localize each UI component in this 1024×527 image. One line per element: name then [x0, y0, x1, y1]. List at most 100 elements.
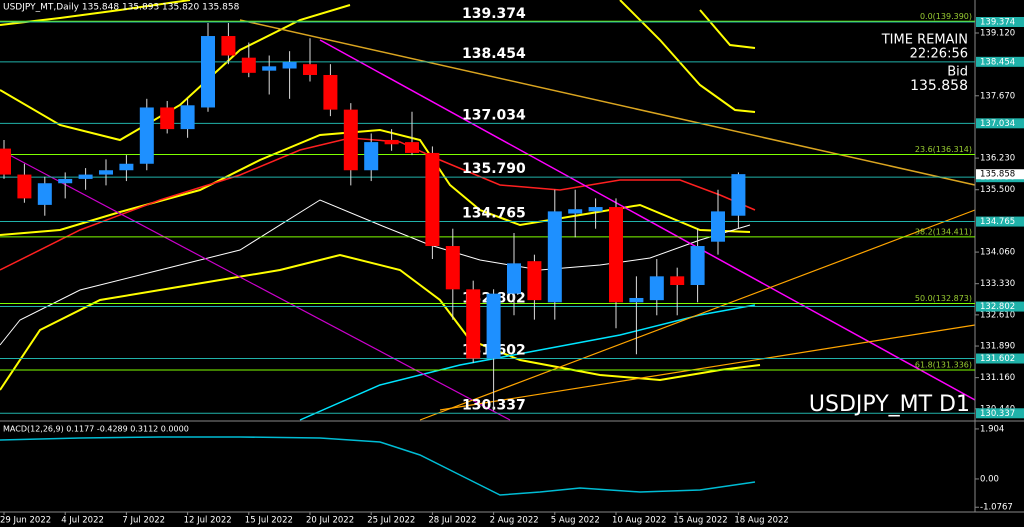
- candle-body: [649, 276, 664, 301]
- candle-body: [425, 152, 440, 247]
- candle-body: [37, 183, 52, 205]
- x-tick-label: 25 Jul 2022: [367, 516, 415, 526]
- candle-body: [547, 211, 562, 303]
- candle-body: [629, 297, 644, 303]
- macd-line: [0, 436, 756, 496]
- level-label: 138.454: [462, 46, 526, 62]
- level-tag-label: 132.802: [980, 302, 1015, 312]
- candle-body: [466, 289, 481, 359]
- candle-body: [282, 62, 297, 69]
- y-tick-label: 131.160: [980, 373, 1015, 383]
- band-upper: [619, 0, 756, 113]
- candle-body: [690, 246, 705, 285]
- candle-body: [343, 109, 358, 171]
- timer-value: 22:26:56: [910, 47, 968, 62]
- candle-body: [588, 207, 603, 212]
- level-tag: [976, 56, 1024, 67]
- y-tick-label: 131.890: [980, 342, 1015, 352]
- level-label: 135.790: [462, 161, 526, 177]
- y-tick-label: 134.060: [980, 248, 1015, 258]
- fib-label: 61.8(131.336): [915, 361, 972, 370]
- fib-label: 50.0(132.873): [915, 294, 972, 303]
- level-tag: [976, 16, 1024, 27]
- candle-body: [303, 64, 317, 75]
- fib-label: 23.6(136.314): [915, 145, 972, 154]
- y-tick-label: 133.330: [980, 279, 1015, 289]
- level-tag: [976, 216, 1024, 227]
- band-middle: [0, 4, 351, 142]
- candle-body: [364, 142, 379, 171]
- trendline: [319, 39, 976, 401]
- x-tick-label: 15 Aug 2022: [673, 516, 727, 526]
- candle-body: [201, 36, 215, 108]
- symbol-info: USDJPY_MT,Daily 135.848 135.893 135.820 …: [3, 3, 240, 13]
- candle-body: [445, 246, 460, 290]
- x-tick-label: 4 Jul 2022: [61, 516, 104, 526]
- x-tick-label: 2 Aug 2022: [490, 516, 539, 526]
- candle-body: [262, 66, 277, 71]
- level-tag-label: 134.765: [980, 217, 1015, 227]
- candle-body: [507, 263, 521, 294]
- x-tick-label: 12 Jul 2022: [184, 516, 232, 526]
- level-tag-label: 138.454: [980, 57, 1015, 67]
- candle-body: [17, 174, 32, 199]
- y-tick-label: 135.500: [980, 185, 1015, 195]
- x-tick-label: 15 Jul 2022: [245, 516, 293, 526]
- x-tick-label: 7 Jul 2022: [122, 516, 165, 526]
- x-tick-label: 29 Jun 2022: [0, 516, 51, 526]
- level-tag-label: 137.034: [980, 119, 1015, 129]
- trendline: [439, 324, 976, 411]
- y-tick-label: -1.0767: [980, 503, 1013, 513]
- y-tick-label: 136.230: [980, 154, 1015, 164]
- level-tag: [976, 408, 1024, 419]
- candle-body: [486, 293, 501, 359]
- y-tick-label: 137.670: [980, 91, 1015, 101]
- candle-body: [58, 178, 73, 184]
- y-tick-label: 0.00: [980, 474, 999, 484]
- moving-average: [299, 304, 756, 421]
- bid-label: Bid: [947, 65, 968, 80]
- candle-body: [670, 276, 685, 285]
- bid-tag-label: 135.858: [980, 170, 1015, 180]
- bid-value: 135.858: [910, 78, 968, 94]
- y-tick-label: 1.904: [980, 424, 1004, 434]
- candle-body: [568, 209, 583, 214]
- candle-body: [119, 163, 134, 171]
- level-tag-label: 131.602: [980, 354, 1015, 364]
- candle-body: [221, 36, 236, 56]
- y-tick-label: 132.610: [980, 310, 1015, 320]
- candle-body: [731, 174, 746, 216]
- x-tick-label: 28 Jul 2022: [428, 516, 476, 526]
- candle-body: [139, 107, 154, 164]
- candle-body: [609, 207, 623, 303]
- bid-tag: [976, 169, 1024, 180]
- candle-body: [241, 57, 256, 73]
- trendline: [0, 149, 511, 421]
- x-tick-label: 10 Aug 2022: [612, 516, 666, 526]
- level-tag-label: 139.374: [980, 17, 1015, 27]
- level-tag-label: 130.337: [980, 409, 1015, 419]
- candle-body: [323, 74, 338, 110]
- level-label: 134.765: [462, 206, 526, 222]
- watermark: USDJPY_MT D1: [809, 392, 970, 417]
- level-tag: [976, 301, 1024, 312]
- fib-label: 0.0(139.390): [920, 12, 972, 21]
- candle-body: [78, 174, 93, 179]
- macd-label: MACD(12,26,9) 0.1177 -0.4289 0.3112 0.00…: [3, 425, 189, 434]
- moving-average: [0, 199, 751, 346]
- candle-body: [384, 139, 399, 145]
- candle-body: [405, 142, 419, 153]
- x-tick-label: 20 Jul 2022: [306, 516, 354, 526]
- level-label: 139.374: [462, 6, 526, 22]
- candle-body: [527, 261, 542, 301]
- level-label: 137.034: [462, 107, 526, 123]
- candle-body: [180, 105, 195, 130]
- level-tag: [976, 118, 1024, 129]
- moving-average: [0, 137, 756, 271]
- fib-label: 38.2(134.411): [915, 227, 972, 236]
- timer-label: TIME REMAIN: [881, 33, 968, 48]
- x-tick-label: 18 Aug 2022: [734, 516, 788, 526]
- candle-body: [160, 107, 175, 130]
- trendline: [239, 19, 976, 186]
- trendline: [419, 209, 976, 421]
